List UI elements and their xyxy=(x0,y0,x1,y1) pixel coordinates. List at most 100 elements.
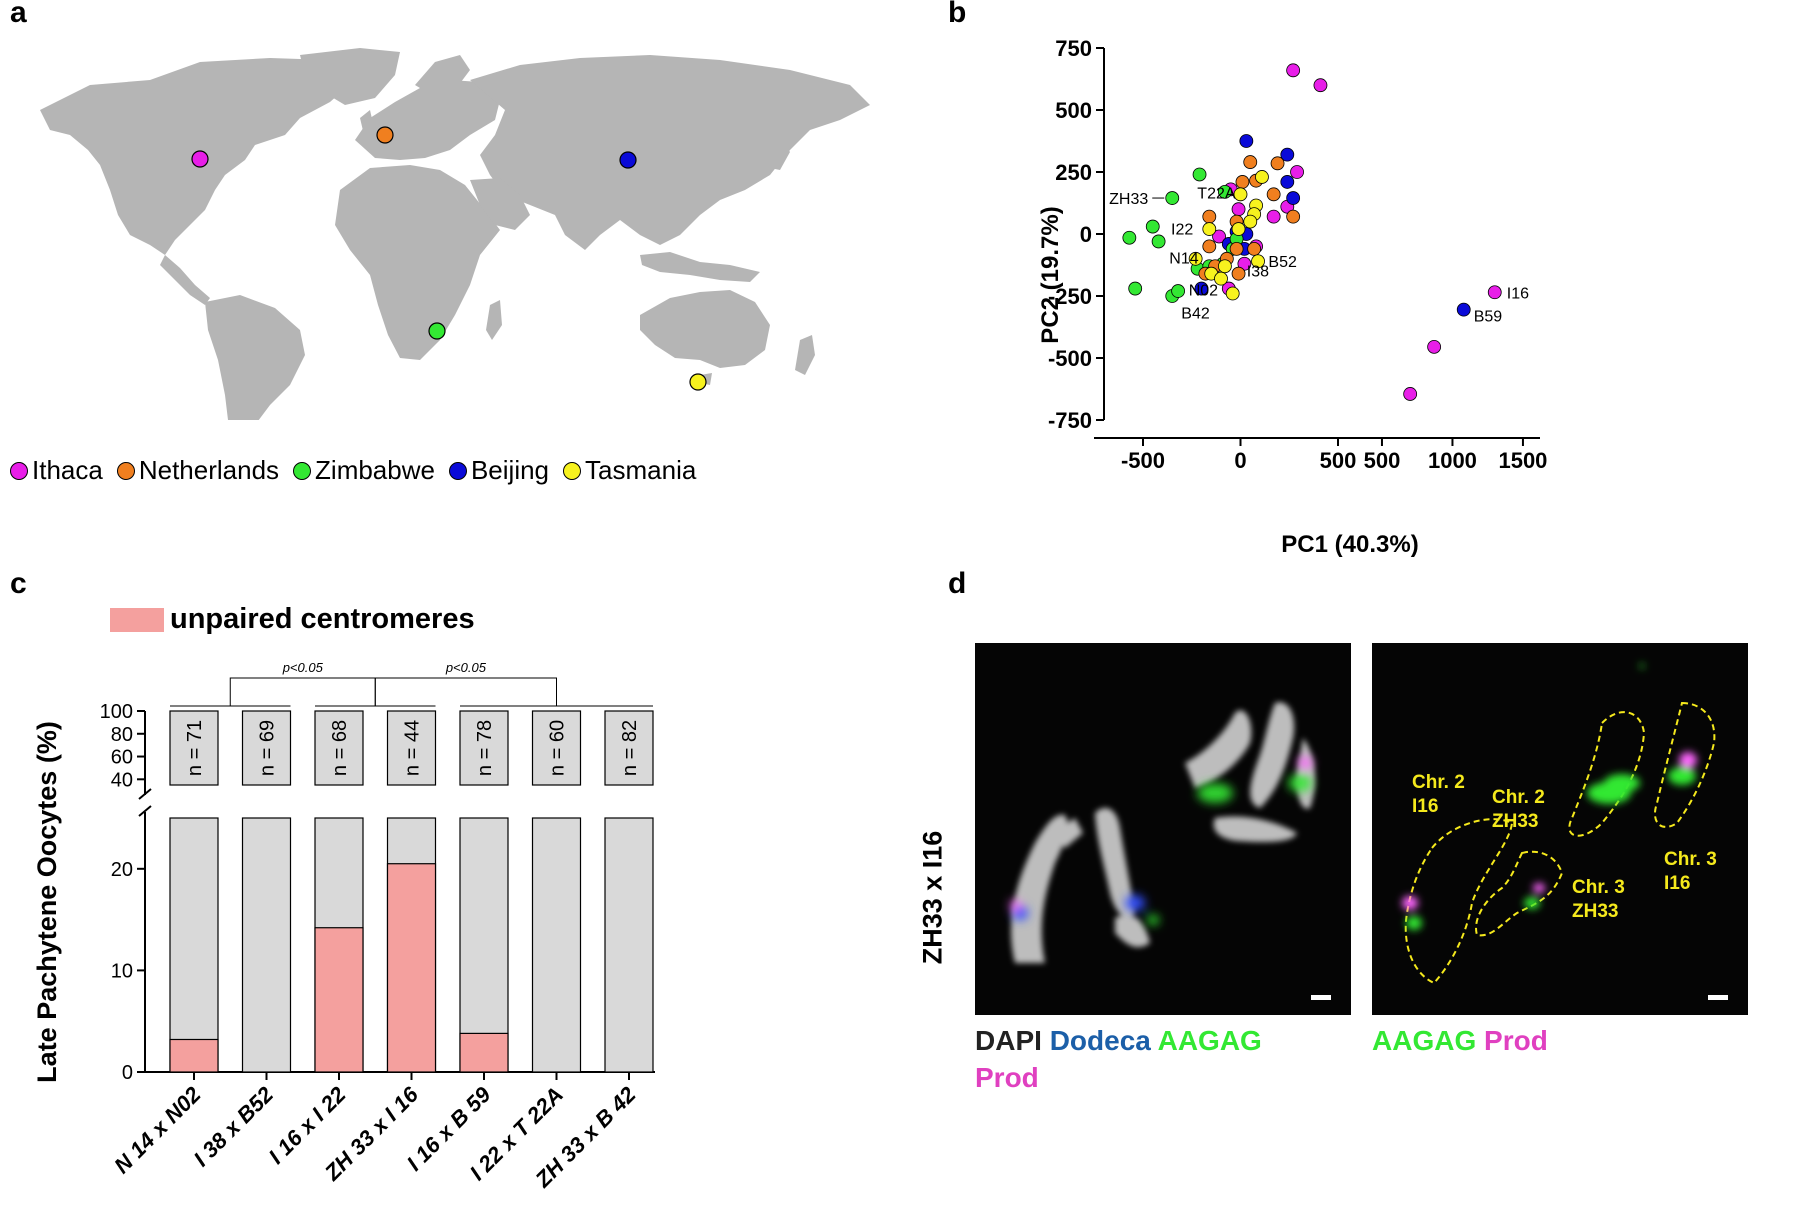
chr-label-3-line1: Chr. 3 xyxy=(1572,877,1625,898)
signal-prod-left-2 xyxy=(1010,900,1020,910)
bar-unpaired xyxy=(169,1038,219,1073)
pca-xlabel: PC1 (40.3%) xyxy=(1281,531,1418,558)
uk-shape xyxy=(360,110,374,135)
pca-point xyxy=(1231,222,1246,236)
panel-d-side-label: ZH33 x I16 xyxy=(903,831,963,965)
bar-unpaired xyxy=(314,927,364,1073)
pca-point xyxy=(1229,241,1244,256)
pca-ytick-label: 750 xyxy=(1055,36,1092,61)
signal-dodeca-left-1 xyxy=(1125,895,1145,911)
bar-total-lower xyxy=(241,817,292,1073)
pca-annotation-label: I16 xyxy=(1507,285,1529,302)
pca-point xyxy=(1487,285,1502,300)
map-point-zimbabwe xyxy=(428,322,446,340)
bar-unpaired xyxy=(386,863,437,1073)
map-points xyxy=(191,126,707,391)
asia-shape xyxy=(470,55,870,250)
pca-xtick-label: 1500 xyxy=(1498,448,1547,473)
outline-chr3-zh33 xyxy=(1568,711,1646,837)
pca-point xyxy=(1270,156,1285,171)
chr-labels: Chr. 2 I16 Chr. 2 ZH33 Chr. 3 ZH33 Chr. … xyxy=(1412,772,1717,922)
pca-point xyxy=(1202,239,1217,254)
pca-point xyxy=(1214,271,1228,286)
chr-label-1-line1: Chr. 2 xyxy=(1412,772,1465,793)
legend-dot-ithaca xyxy=(10,461,28,480)
pca-point xyxy=(1313,78,1328,93)
pca-point xyxy=(1403,387,1418,401)
bar-total-lower xyxy=(169,817,219,1073)
pca-annotation-label: T22A xyxy=(1197,186,1236,203)
pca-point xyxy=(1217,184,1232,199)
bar-total-lower xyxy=(459,817,509,1073)
pca-point xyxy=(1194,281,1209,296)
bar-total-upper xyxy=(531,710,582,786)
chr-label-4-line1: Chr. 3 xyxy=(1664,849,1717,870)
sig-label: p<0.05 xyxy=(445,660,487,675)
chr-label-2-line1: Chr. 2 xyxy=(1492,787,1545,808)
pca-ytick-label: -250 xyxy=(1048,284,1092,309)
new-zealand-shape xyxy=(795,335,815,375)
chr-label-3-line2: ZH33 xyxy=(1572,901,1618,922)
legend-dot-netherlands xyxy=(116,461,135,480)
bar-ytick-label: 60 xyxy=(111,747,133,769)
micrograph-right-legend: AAGAG Prod xyxy=(1372,1022,1548,1059)
pca-ytick-label: -500 xyxy=(1048,346,1092,371)
signal-aagag-right-2 xyxy=(1524,897,1540,909)
legend-label-netherlands: Netherlands xyxy=(138,455,280,485)
pca-scatter-plot: 750 500 250 0 -250 -500 -750 -500 0 500 500 1000 150… xyxy=(1037,36,1547,558)
chromosome-upper-right-2 xyxy=(1250,702,1295,808)
pca-annotation-label: I22 xyxy=(1171,221,1193,238)
bar-total-lower xyxy=(604,817,654,1073)
bar-n-label: n = 44 xyxy=(402,720,424,776)
pca-axes: 750 500 250 0 -250 -500 -750 -500 0 500 500 1000 150… xyxy=(1048,36,1547,473)
map-point-netherlands xyxy=(376,126,394,144)
bar-category-label: I 38 x B52 xyxy=(189,1081,279,1171)
bar-legend-swatch xyxy=(110,607,164,632)
pca-annotation-label: I38 xyxy=(1247,264,1269,281)
legend-label-zimbabwe: Zimbabwe xyxy=(315,455,435,485)
bar-n-label: n = 71 xyxy=(184,720,206,776)
pca-xtick-label: 500 xyxy=(1320,448,1357,473)
pca-point xyxy=(1266,187,1281,202)
side-label-text: ZH33 x I16 xyxy=(917,830,948,965)
chr-label-1-line2: I16 xyxy=(1412,796,1438,817)
map-point-ithaca xyxy=(191,150,209,168)
pca-point xyxy=(1286,63,1301,78)
pca-xtick-label: 500 xyxy=(1364,448,1401,473)
pca-points xyxy=(1122,63,1502,401)
legend-dot-tasmania xyxy=(563,461,582,480)
pca-point xyxy=(1225,286,1240,301)
bar-ytick-label: 0 xyxy=(122,1062,133,1084)
bar-ylabel: Late Pachytene Oocytes (%) xyxy=(32,721,62,1083)
pca-point xyxy=(1239,134,1254,148)
chromosomes-dapi xyxy=(1011,702,1315,963)
bar-ytick-label: 20 xyxy=(111,859,133,881)
bar-n-label: n = 82 xyxy=(619,720,641,776)
legend-dot-zimbabwe xyxy=(293,461,312,480)
scale-bar-left xyxy=(1311,995,1331,1000)
bar-unpaired xyxy=(459,1032,509,1073)
significance-brackets: p<0.05 p<0.05 xyxy=(170,660,653,707)
pca-point xyxy=(1212,229,1226,244)
signal-aagag-left-2 xyxy=(1288,774,1312,792)
pca-ytick-label: 250 xyxy=(1055,160,1092,185)
legend-item-netherlands: Netherlands xyxy=(116,455,280,486)
bar-total-upper xyxy=(169,710,219,786)
pca-annotation-label: N02 xyxy=(1189,283,1218,300)
scale-bar-right xyxy=(1708,995,1728,1000)
legend-item-beijing: Beijing xyxy=(448,455,549,486)
pca-annotation-label: ZH33 xyxy=(1109,191,1148,208)
bar-total-upper xyxy=(241,710,292,786)
outline-chr2-zh33 xyxy=(1475,850,1564,937)
pca-point xyxy=(1233,187,1248,202)
pca-xtick-label: 0 xyxy=(1234,448,1246,473)
bar-total-upper xyxy=(459,710,509,786)
scandinavia-shape xyxy=(415,55,470,100)
pca-xtick-label: 1000 xyxy=(1428,448,1477,473)
legend-item-tasmania: Tasmania xyxy=(563,455,696,486)
fish-signals-right xyxy=(1402,663,1697,930)
central-america-shape xyxy=(160,255,210,305)
outline-chr2-i16 xyxy=(1404,818,1514,985)
pca-point xyxy=(1286,191,1301,205)
japan-shape xyxy=(770,140,790,170)
